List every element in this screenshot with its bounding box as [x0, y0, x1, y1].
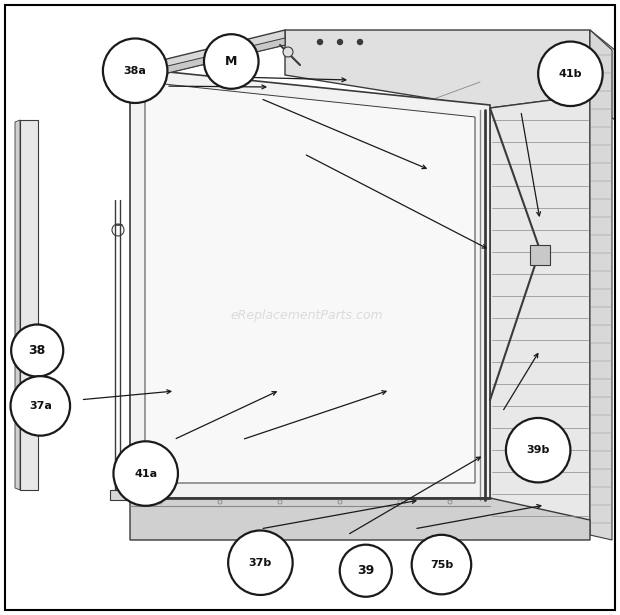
- Polygon shape: [130, 38, 285, 82]
- Text: 41a: 41a: [134, 469, 157, 478]
- Text: 41b: 41b: [559, 69, 582, 79]
- Text: M: M: [225, 55, 237, 68]
- Text: 75b: 75b: [430, 560, 453, 569]
- Circle shape: [113, 442, 178, 506]
- Polygon shape: [110, 490, 130, 500]
- Circle shape: [506, 418, 570, 482]
- Polygon shape: [590, 30, 612, 540]
- Circle shape: [11, 376, 70, 435]
- Circle shape: [412, 535, 471, 594]
- Text: 39b: 39b: [526, 445, 550, 455]
- Circle shape: [228, 531, 293, 595]
- Circle shape: [317, 39, 322, 44]
- Circle shape: [340, 545, 392, 597]
- Polygon shape: [130, 498, 590, 540]
- Circle shape: [103, 39, 167, 103]
- Text: eReplacementParts.com: eReplacementParts.com: [231, 309, 383, 322]
- Polygon shape: [130, 68, 490, 498]
- Polygon shape: [590, 30, 615, 120]
- Polygon shape: [15, 120, 20, 490]
- Text: ↑: ↑: [11, 352, 17, 358]
- Text: 38a: 38a: [124, 66, 146, 76]
- Text: 37b: 37b: [249, 558, 272, 568]
- Text: 38: 38: [29, 344, 46, 357]
- Polygon shape: [530, 245, 550, 265]
- Circle shape: [204, 34, 259, 89]
- Circle shape: [283, 47, 293, 57]
- Polygon shape: [130, 30, 285, 82]
- Circle shape: [358, 39, 363, 44]
- Polygon shape: [145, 82, 475, 483]
- Circle shape: [11, 325, 63, 376]
- Circle shape: [538, 42, 603, 106]
- Polygon shape: [285, 30, 590, 108]
- Circle shape: [337, 39, 342, 44]
- Polygon shape: [490, 95, 590, 535]
- Polygon shape: [20, 120, 38, 490]
- Text: 39: 39: [357, 564, 374, 577]
- Text: 37a: 37a: [29, 401, 51, 411]
